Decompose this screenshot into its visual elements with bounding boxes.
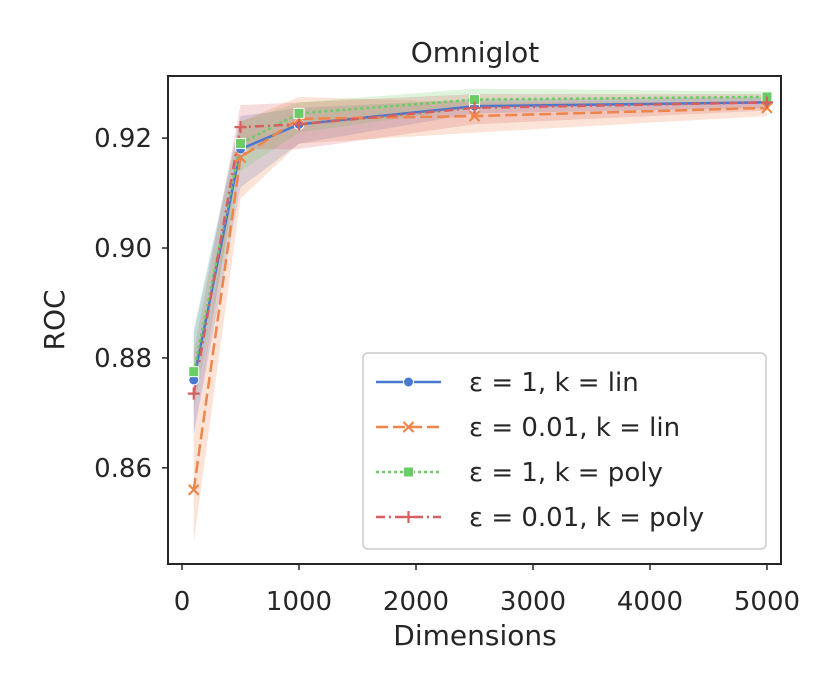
series-4-confidence-band	[193, 94, 767, 435]
series-3-line	[192, 95, 767, 372]
legend-label: ε = 0.01, k = poly	[469, 503, 704, 533]
y-axis-ticks: 0.86 0.88 0.90 0.92	[94, 124, 168, 484]
series-2-point	[468, 110, 481, 122]
x-tick-label: 2000	[383, 587, 449, 617]
series-markers	[187, 91, 773, 496]
series-3-confidence-band	[193, 88, 767, 411]
y-tick-label: 0.90	[94, 234, 152, 264]
series-4-point	[760, 96, 773, 109]
series-4-point	[468, 101, 481, 114]
series-4-point	[187, 387, 200, 400]
legend-item: ε = 0.01, k = lin	[376, 413, 680, 443]
x-axis-title: Dimensions	[393, 619, 556, 652]
legend-item: ε = 1, k = poly	[376, 458, 663, 488]
legend-label: ε = 1, k = lin	[469, 368, 639, 398]
series-2-point	[187, 484, 200, 496]
y-tick-label: 0.86	[94, 454, 152, 484]
legend-item: ε = 1, k = lin	[376, 368, 639, 398]
series-3-point	[188, 366, 200, 378]
legend-item: ε = 0.01, k = poly	[376, 503, 704, 533]
x-tick-label: 5000	[734, 587, 800, 617]
series-1-confidence-band	[193, 96, 767, 435]
chart-title: Omniglot	[411, 36, 540, 69]
legend-marker-swatch	[402, 421, 415, 433]
series-3-point	[293, 107, 305, 119]
legend-label: ε = 1, k = poly	[469, 458, 663, 488]
y-axis-title: ROC	[38, 289, 71, 350]
series-4-point	[293, 118, 306, 131]
y-tick-label: 0.92	[94, 124, 152, 154]
y-tick-label: 0.88	[94, 344, 152, 374]
x-axis-ticks: 0 1000 2000 3000 4000 5000	[174, 564, 800, 617]
confidence-bands	[193, 88, 767, 543]
series-3-point	[235, 138, 247, 150]
legend-marker-swatch	[403, 466, 414, 478]
legend-label: ε = 0.01, k = lin	[469, 413, 680, 443]
legend-marker-swatch	[403, 376, 414, 388]
series-4-point	[234, 121, 247, 134]
legend-box	[362, 352, 767, 550]
x-tick-label: 0	[174, 587, 191, 617]
x-tick-label: 3000	[500, 587, 566, 617]
x-tick-label: 1000	[266, 587, 332, 617]
legend-marker-swatch	[402, 511, 415, 523]
legend: ε = 1, k = lin ε = 0.01, k = lin ε = 1, k …	[362, 352, 767, 550]
series-2-line	[192, 106, 767, 490]
series-2-point	[234, 151, 247, 164]
x-tick-label: 4000	[617, 587, 683, 617]
plot-frame	[167, 75, 782, 565]
series-2-confidence-band	[193, 96, 767, 543]
